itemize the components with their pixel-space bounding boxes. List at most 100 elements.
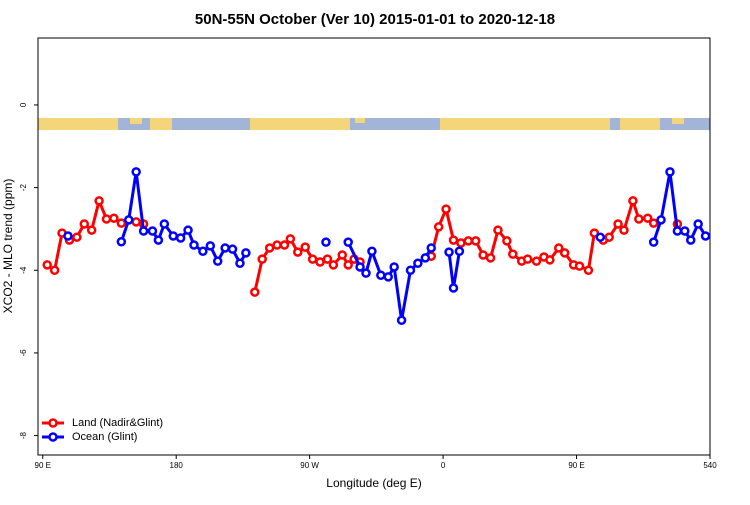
point — [355, 262, 365, 272]
point — [463, 236, 474, 246]
legend-label: Land (Nadir&Glint) — [72, 417, 163, 429]
legend-marker — [48, 432, 58, 442]
point — [337, 250, 348, 260]
y-tick-label: 0 — [19, 102, 28, 107]
point — [63, 231, 73, 241]
point — [672, 226, 683, 236]
point — [279, 240, 290, 250]
point — [116, 218, 127, 228]
point — [307, 254, 318, 264]
y-tick-label: -6 — [19, 349, 28, 357]
point — [49, 265, 60, 276]
x-tick-label: 90 W — [300, 461, 319, 470]
point — [493, 225, 503, 235]
point — [315, 257, 325, 267]
point — [522, 254, 533, 264]
legend-marker — [48, 418, 58, 428]
x-axis-label: Longitude (deg E) — [326, 476, 421, 490]
point — [648, 218, 659, 228]
point — [376, 270, 386, 280]
point — [220, 243, 230, 253]
point — [389, 262, 399, 272]
x-tick-label: 90 E — [35, 461, 51, 470]
point — [619, 225, 629, 235]
point — [433, 222, 444, 232]
point — [396, 315, 407, 326]
point — [300, 242, 310, 252]
point — [383, 272, 393, 282]
point — [343, 260, 353, 270]
point — [554, 243, 564, 253]
point — [448, 283, 459, 293]
point — [559, 248, 570, 258]
point — [285, 234, 296, 244]
point — [272, 240, 282, 250]
point — [94, 196, 104, 206]
point — [583, 265, 594, 276]
point — [257, 254, 267, 264]
point — [138, 226, 149, 236]
point — [508, 249, 518, 259]
point — [189, 240, 199, 250]
point — [454, 246, 465, 257]
point — [86, 225, 97, 235]
point — [241, 248, 251, 258]
point — [574, 261, 585, 271]
point — [426, 243, 436, 253]
point — [478, 250, 488, 260]
point — [441, 204, 451, 214]
point — [212, 256, 223, 266]
point — [680, 226, 690, 236]
point — [485, 253, 496, 263]
point — [628, 196, 638, 206]
point — [470, 236, 481, 246]
point — [405, 265, 416, 276]
point — [589, 228, 600, 238]
point — [198, 246, 208, 257]
x-tick-label: 540 — [703, 461, 717, 470]
point — [321, 237, 331, 247]
x-tick-label: 180 — [170, 461, 184, 470]
point — [343, 237, 353, 247]
point — [159, 219, 170, 229]
point — [665, 167, 675, 177]
point — [175, 233, 186, 243]
land-ocean-strip — [38, 118, 710, 130]
point — [153, 235, 164, 245]
point — [634, 214, 644, 224]
point — [322, 254, 333, 264]
chart-title: 50N-55N October (Ver 10) 2015-01-01 to 2… — [195, 11, 555, 28]
point — [367, 246, 377, 257]
point — [502, 236, 512, 246]
point — [264, 243, 275, 253]
legend-label: Ocean (Glint) — [72, 431, 137, 443]
y-tick-label: -2 — [19, 184, 28, 192]
point — [123, 215, 134, 225]
point — [693, 219, 703, 229]
point — [545, 255, 555, 265]
point — [413, 258, 423, 268]
point — [328, 260, 339, 270]
point — [250, 287, 260, 297]
point — [109, 213, 119, 223]
point — [444, 247, 454, 257]
point — [116, 236, 127, 247]
point — [168, 231, 178, 241]
y-tick-label: -4 — [19, 266, 28, 274]
y-axis-label: XCO2 - MLO trend (ppm) — [1, 179, 15, 314]
point — [531, 256, 542, 266]
point — [42, 260, 52, 270]
x-tick-label: 0 — [441, 461, 446, 470]
point — [595, 232, 606, 242]
point — [72, 232, 82, 242]
point — [147, 226, 158, 236]
point — [293, 247, 303, 257]
x-tick-label: 90 E — [568, 461, 584, 470]
point — [79, 219, 90, 229]
point — [420, 253, 431, 263]
point — [235, 258, 245, 268]
point — [656, 215, 666, 225]
point — [700, 231, 711, 241]
